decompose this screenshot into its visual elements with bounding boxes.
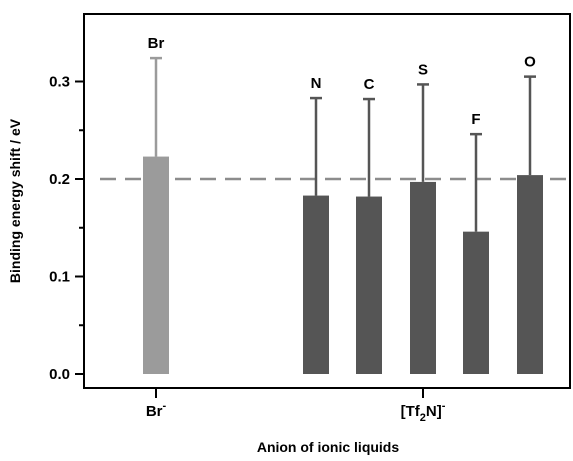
bar-data-label: C — [364, 76, 375, 93]
bar — [303, 195, 329, 374]
bars-layer: Br N C S F O — [143, 35, 543, 374]
bar — [410, 181, 436, 374]
bar — [356, 196, 382, 374]
y-tick-label: 0.1 — [49, 269, 70, 286]
plot-frame — [83, 13, 571, 389]
y-tick-label: 0.3 — [49, 74, 70, 91]
y-tick-label: 0.0 — [49, 366, 70, 383]
bar-data-label: S — [418, 61, 428, 78]
y-axis: 0.0 0.1 0.2 0.3 — [49, 74, 84, 383]
bar — [143, 156, 169, 374]
bar-data-label: N — [311, 75, 322, 92]
bar — [463, 231, 489, 374]
x-axis-title: Anion of ionic liquids — [257, 439, 400, 455]
x-axis: Br- [Tf2N]- — [146, 388, 446, 424]
bar-data-label: O — [524, 54, 536, 71]
bar-data-label: F — [471, 111, 480, 128]
bar — [517, 175, 543, 374]
y-axis-title: Binding energy shift / eV — [7, 118, 23, 283]
x-tick-label: Br- — [146, 400, 167, 420]
bar-data-label: Br — [148, 35, 165, 52]
x-tick-label: [Tf2N]- — [401, 400, 446, 424]
y-tick-label: 0.2 — [49, 171, 70, 188]
